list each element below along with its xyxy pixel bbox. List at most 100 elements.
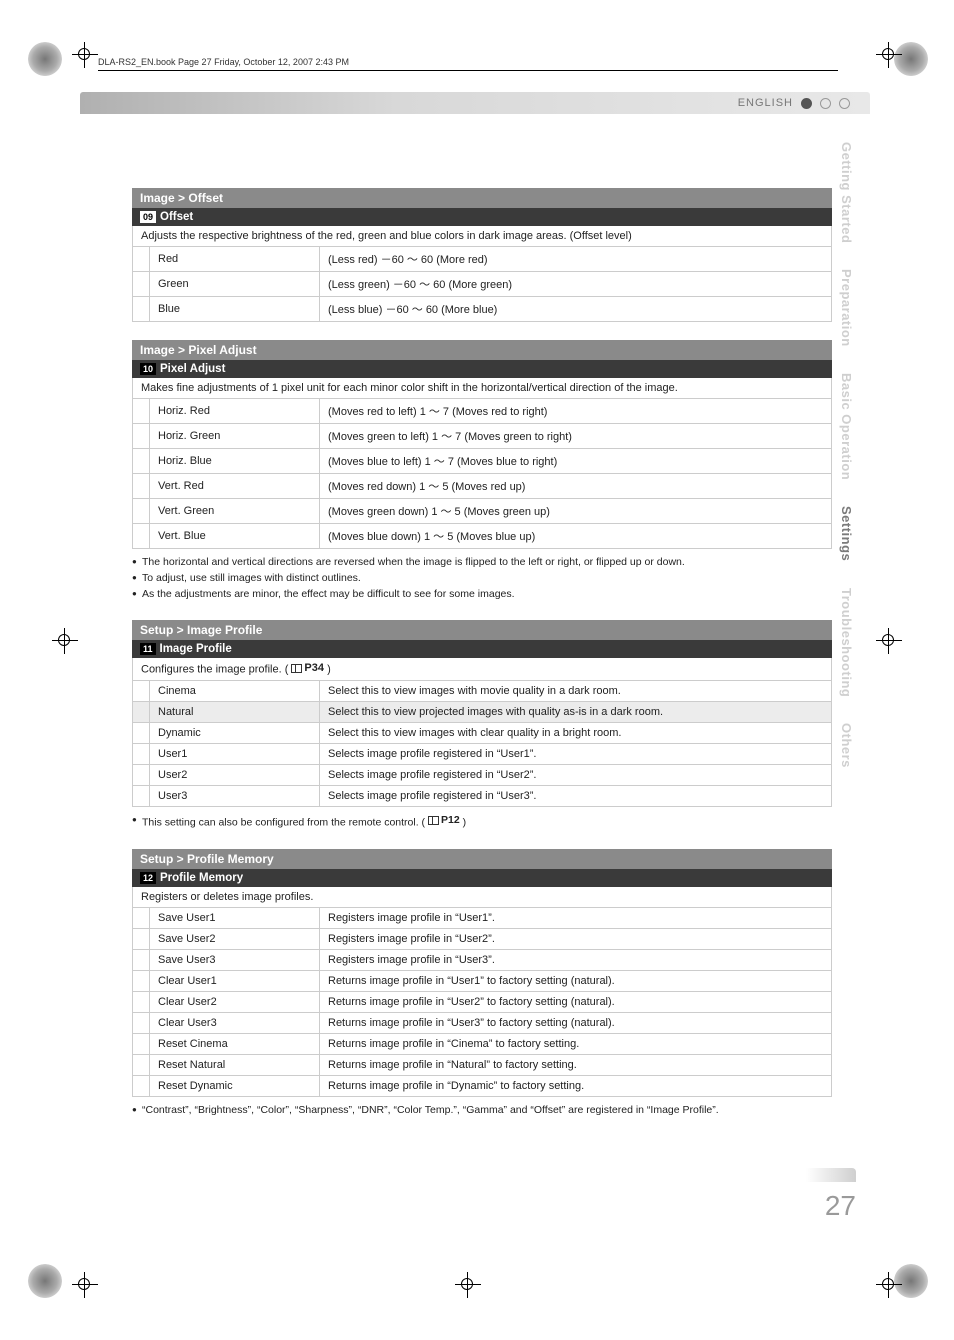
indent-cell: [133, 524, 150, 549]
param-value: Registers image profile in “User2”.: [320, 928, 832, 949]
param-value: (Moves red down) 1 ～ 5 (Moves red up): [320, 474, 832, 499]
param-value: Returns image profile in “Natural” to fa…: [320, 1054, 832, 1075]
crop-mark: [455, 1272, 481, 1298]
param-value: (Less blue) －60 ～ 60 (More blue): [320, 297, 832, 322]
section-pixel-adjust: Image > Pixel Adjust 10 Pixel Adjust Mak…: [132, 340, 832, 602]
param-name: Reset Dynamic: [150, 1075, 320, 1096]
profile-table: CinemaSelect this to view images with mo…: [132, 681, 832, 807]
subtitle-text: Pixel Adjust: [160, 363, 225, 375]
desc-text: Configures the image profile. (: [141, 664, 288, 676]
sidebar-tab: Getting Started: [837, 138, 858, 247]
param-name: Save User2: [150, 928, 320, 949]
table-row: Save User1Registers image profile in “Us…: [133, 908, 832, 929]
table-row: Reset NaturalReturns image profile in “N…: [133, 1054, 832, 1075]
param-value: (Less red) －60 ～ 60 (More red): [320, 247, 832, 272]
indent-cell: [133, 399, 150, 424]
param-name: User3: [150, 785, 320, 806]
table-row: Reset DynamicReturns image profile in “D…: [133, 1075, 832, 1096]
indent-cell: [133, 764, 150, 785]
indent-cell: [133, 949, 150, 970]
indent-cell: [133, 474, 150, 499]
param-value: Select this to view projected images wit…: [320, 701, 832, 722]
lang-dot: [820, 98, 831, 109]
param-name: Dynamic: [150, 722, 320, 743]
desc-text: ): [327, 664, 331, 676]
subtitle-text: Offset: [160, 211, 193, 223]
indent-cell: [133, 681, 150, 702]
language-label: ENGLISH: [738, 97, 793, 109]
table-row: Vert. Green(Moves green down) 1 ～ 5 (Mov…: [133, 499, 832, 524]
subtitle-text: Profile Memory: [160, 872, 243, 884]
param-name: Clear User2: [150, 991, 320, 1012]
param-name: Horiz. Red: [150, 399, 320, 424]
offset-table: Red(Less red) －60 ～ 60 (More red)Green(L…: [132, 247, 832, 322]
indent-cell: [133, 297, 150, 322]
table-row: User2Selects image profile registered in…: [133, 764, 832, 785]
crop-mark: [876, 1272, 902, 1298]
param-value: (Less green) －60 ～ 60 (More green): [320, 272, 832, 297]
table-row: Blue(Less blue) －60 ～ 60 (More blue): [133, 297, 832, 322]
indent-cell: [133, 908, 150, 929]
item-number: 10: [140, 363, 156, 375]
section-subtitle: 11 Image Profile: [132, 640, 832, 658]
param-name: Red: [150, 247, 320, 272]
item-number: 09: [140, 211, 156, 223]
section-title: Setup > Profile Memory: [132, 849, 832, 869]
param-name: Cinema: [150, 681, 320, 702]
table-row: Clear User3Returns image profile in “Use…: [133, 1012, 832, 1033]
table-row: Save User2Registers image profile in “Us…: [133, 928, 832, 949]
table-row: Reset CinemaReturns image profile in “Ci…: [133, 1033, 832, 1054]
section-offset: Image > Offset 09 Offset Adjusts the res…: [132, 188, 832, 322]
param-value: (Moves blue down) 1 ～ 5 (Moves blue up): [320, 524, 832, 549]
page-reference: P34: [291, 662, 324, 674]
indent-cell: [133, 1033, 150, 1054]
indent-cell: [133, 424, 150, 449]
indent-cell: [133, 272, 150, 297]
table-row: User1Selects image profile registered in…: [133, 743, 832, 764]
param-value: Returns image profile in “User3” to fact…: [320, 1012, 832, 1033]
param-value: Selects image profile registered in “Use…: [320, 743, 832, 764]
section-description: Configures the image profile. ( P34 ): [132, 658, 832, 681]
crop-mark: [876, 42, 902, 68]
crop-mark: [72, 42, 98, 68]
sidebar-tab: Troubleshooting: [837, 584, 858, 701]
note-text: This setting can also be configured from…: [142, 816, 425, 828]
print-header: DLA-RS2_EN.book Page 27 Friday, October …: [98, 57, 349, 67]
language-indicator: ENGLISH: [738, 97, 850, 109]
note-item: The horizontal and vertical directions a…: [132, 555, 832, 571]
table-row: Vert. Blue(Moves blue down) 1 ～ 5 (Moves…: [133, 524, 832, 549]
indent-cell: [133, 701, 150, 722]
table-row: Vert. Red(Moves red down) 1 ～ 5 (Moves r…: [133, 474, 832, 499]
page-ref-number: P12: [441, 813, 460, 829]
page-number: 27: [825, 1190, 856, 1222]
param-value: (Moves blue to left) 1 ～ 7 (Moves blue t…: [320, 449, 832, 474]
page-content: Image > Offset 09 Offset Adjusts the res…: [132, 188, 832, 1137]
param-value: Selects image profile registered in “Use…: [320, 785, 832, 806]
note-text: ): [463, 816, 467, 828]
crop-mark: [72, 1272, 98, 1298]
param-name: Reset Cinema: [150, 1033, 320, 1054]
indent-cell: [133, 499, 150, 524]
param-name: Blue: [150, 297, 320, 322]
param-name: Save User1: [150, 908, 320, 929]
table-row: NaturalSelect this to view projected ima…: [133, 701, 832, 722]
pixel-notes: The horizontal and vertical directions a…: [132, 555, 832, 602]
param-value: (Moves green down) 1 ～ 5 (Moves green up…: [320, 499, 832, 524]
section-tabs-sidebar: Getting StartedPreparationBasic Operatio…: [837, 138, 858, 772]
param-value: Registers image profile in “User3”.: [320, 949, 832, 970]
page-ref-icon: [291, 664, 302, 673]
subtitle-text: Image Profile: [160, 643, 232, 655]
param-name: Natural: [150, 701, 320, 722]
section-title: Image > Pixel Adjust: [132, 340, 832, 360]
indent-cell: [133, 991, 150, 1012]
lang-dot: [839, 98, 850, 109]
section-description: Makes fine adjustments of 1 pixel unit f…: [132, 378, 832, 399]
note-item: “Contrast”, “Brightness”, “Color”, “Shar…: [132, 1103, 832, 1119]
param-name: Horiz. Green: [150, 424, 320, 449]
indent-cell: [133, 1054, 150, 1075]
param-value: Returns image profile in “Dynamic” to fa…: [320, 1075, 832, 1096]
section-title: Setup > Image Profile: [132, 620, 832, 640]
section-image-profile: Setup > Image Profile 11 Image Profile C…: [132, 620, 832, 831]
param-value: Returns image profile in “User2” to fact…: [320, 991, 832, 1012]
crop-mark: [52, 628, 78, 654]
